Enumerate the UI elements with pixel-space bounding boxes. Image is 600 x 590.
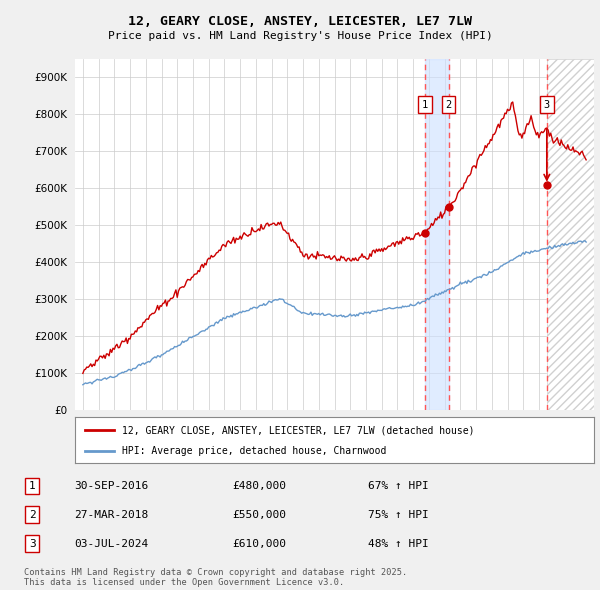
Text: 12, GEARY CLOSE, ANSTEY, LEICESTER, LE7 7LW (detached house): 12, GEARY CLOSE, ANSTEY, LEICESTER, LE7 … — [122, 425, 474, 435]
Text: 27-MAR-2018: 27-MAR-2018 — [74, 510, 149, 520]
Text: £550,000: £550,000 — [232, 510, 286, 520]
Text: 75% ↑ HPI: 75% ↑ HPI — [368, 510, 428, 520]
Text: Price paid vs. HM Land Registry's House Price Index (HPI): Price paid vs. HM Land Registry's House … — [107, 31, 493, 41]
Text: 1: 1 — [29, 481, 35, 491]
Text: 12, GEARY CLOSE, ANSTEY, LEICESTER, LE7 7LW: 12, GEARY CLOSE, ANSTEY, LEICESTER, LE7 … — [128, 15, 472, 28]
Text: 1: 1 — [422, 100, 428, 110]
Text: 2: 2 — [445, 100, 452, 110]
Text: 48% ↑ HPI: 48% ↑ HPI — [368, 539, 428, 549]
Text: 30-SEP-2016: 30-SEP-2016 — [74, 481, 149, 491]
Bar — [547, 59, 594, 410]
Text: £610,000: £610,000 — [232, 539, 286, 549]
Text: 3: 3 — [544, 100, 550, 110]
Bar — [425, 59, 449, 410]
Text: Contains HM Land Registry data © Crown copyright and database right 2025.
This d: Contains HM Land Registry data © Crown c… — [24, 568, 407, 587]
Text: HPI: Average price, detached house, Charnwood: HPI: Average price, detached house, Char… — [122, 445, 386, 455]
Text: 03-JUL-2024: 03-JUL-2024 — [74, 539, 149, 549]
Text: £480,000: £480,000 — [232, 481, 286, 491]
Bar — [547, 59, 594, 410]
Text: 2: 2 — [29, 510, 35, 520]
Text: 3: 3 — [29, 539, 35, 549]
Text: 67% ↑ HPI: 67% ↑ HPI — [368, 481, 428, 491]
